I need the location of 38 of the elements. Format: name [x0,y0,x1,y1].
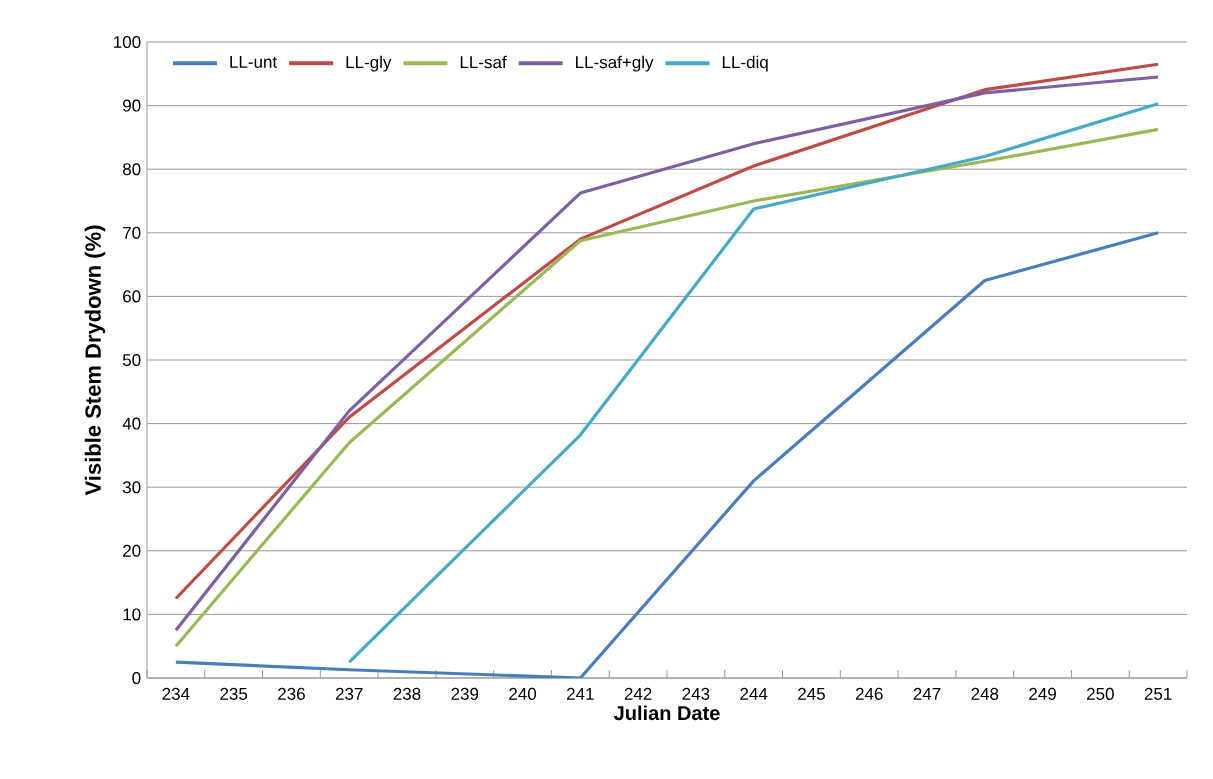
y-tick-label: 60 [123,290,141,303]
y-tick-label: 30 [122,481,141,494]
legend-label: LL-unt [230,56,278,68]
x-tick-label: 249 [1029,687,1056,700]
y-tick-label: 50 [122,353,141,367]
legend-label: LL-gly [346,55,392,72]
x-tick-label: 242 [624,687,652,700]
legend-label: LL-saf+gly [576,55,654,72]
x-tick-label: 243 [682,687,710,700]
y-tick-label: 10 [123,608,141,621]
line-series [347,102,1160,664]
y-tick-label: 70 [123,226,141,239]
x-tick-label: 246 [855,687,883,700]
legend-label: LL-saf [460,55,507,69]
x-axis-title: Julian Date [613,705,720,721]
x-tick-label: 240 [509,687,537,700]
y-tick-label: 0 [132,671,141,685]
x-tick-label: 245 [798,687,825,700]
x-tick-label: 251 [1144,687,1172,700]
x-tick-label: 244 [740,687,768,700]
y-tick-label: 20 [123,544,141,557]
x-tick-label: 238 [393,687,421,700]
x-tick-label: 248 [971,687,999,700]
x-tick-label: 247 [913,687,941,700]
legend-label: LL-diq [722,55,768,72]
x-tick-label: 237 [335,687,363,700]
y-axis-title: Visible Stem Drydown (%) [84,225,106,496]
y-tick-label: 80 [122,163,141,176]
y-tick-label: 100 [114,35,141,49]
x-tick-label: 234 [162,687,190,700]
x-tick-label: 235 [220,687,248,700]
y-tick-label: 90 [123,99,141,112]
x-tick-label: 239 [451,687,479,700]
x-tick-label: 250 [1087,687,1114,700]
line-series [174,231,1160,678]
x-tick-label: 241 [567,687,594,700]
y-tick-label: 40 [122,417,141,430]
x-tick-label: 236 [278,687,305,700]
